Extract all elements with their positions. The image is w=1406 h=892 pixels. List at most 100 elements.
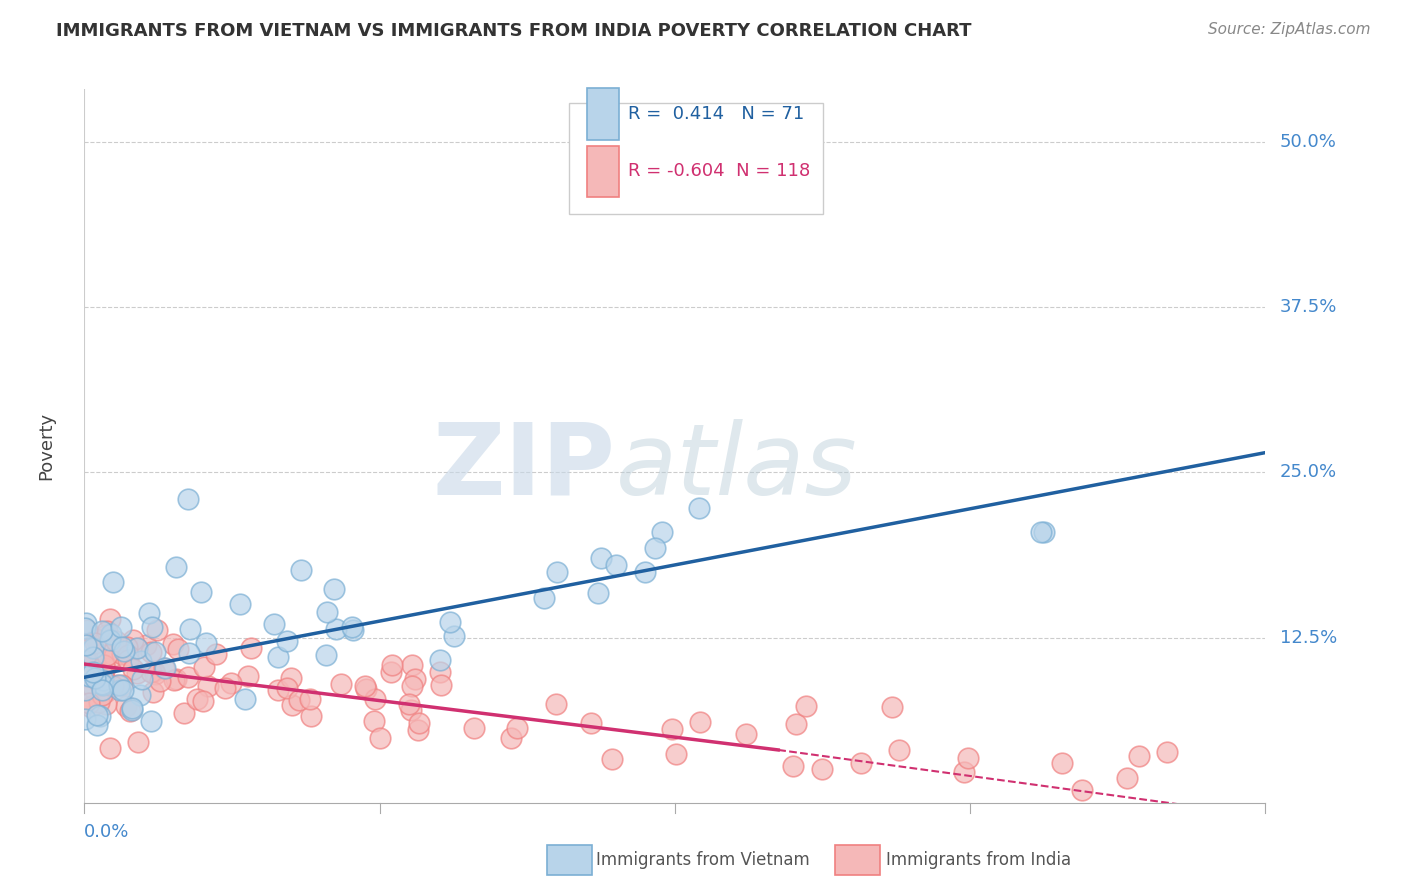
Point [1128,748,1150,763]
Point [98,612,121,626]
Point [135,638,157,652]
Point [634,565,657,579]
Point [93,677,115,691]
Point [299,708,322,723]
Text: 25.0%: 25.0% [1279,464,1337,482]
Point [408,723,430,737]
Point [75,657,97,672]
Point [91,666,114,681]
Point [214,681,236,695]
Point [96,684,118,698]
Text: Poverty: Poverty [37,412,55,480]
Point [110,620,132,634]
Point [77,669,100,683]
Point [127,735,149,749]
Point [581,716,603,731]
Point [340,620,363,634]
Point [179,622,201,636]
Point [499,731,522,745]
Point [77,689,100,703]
Point [315,605,337,619]
Point [101,679,124,693]
Point [586,586,609,600]
Point [153,660,176,674]
Point [401,679,423,693]
Point [600,752,623,766]
Point [165,672,187,686]
Point [96,697,118,711]
Point [121,662,143,676]
Point [96,648,118,662]
Point [408,716,430,731]
Point [142,685,165,699]
Text: R =  0.414   N = 71: R = 0.414 N = 71 [627,105,804,123]
Text: Source: ZipAtlas.com: Source: ZipAtlas.com [1208,22,1371,37]
Point [108,683,131,698]
Point [125,666,148,681]
Point [79,667,101,681]
Point [87,674,110,689]
Text: IMMIGRANTS FROM VIETNAM VS IMMIGRANTS FROM INDIA POVERTY CORRELATION CHART: IMMIGRANTS FROM VIETNAM VS IMMIGRANTS FR… [56,22,972,40]
Point [288,693,311,707]
Point [104,633,127,648]
Text: atlas: atlas [616,419,858,516]
Point [190,584,212,599]
Point [77,658,100,673]
Point [141,620,163,634]
Point [86,707,108,722]
Point [342,624,364,638]
Point [165,560,187,574]
Point [145,623,167,637]
Point [194,636,217,650]
Point [86,632,108,647]
Point [141,665,163,679]
FancyBboxPatch shape [588,88,620,140]
Point [661,722,683,736]
Point [810,762,832,776]
Point [263,616,285,631]
Text: 12.5%: 12.5% [1279,629,1337,647]
FancyBboxPatch shape [588,145,620,197]
Point [546,698,568,712]
Point [651,524,673,539]
Point [131,672,153,686]
Point [267,682,290,697]
Point [148,673,170,688]
Point [782,759,804,773]
Point [117,653,139,667]
Point [90,682,112,697]
Point [186,692,208,706]
Point [89,708,111,723]
Point [381,658,404,673]
Point [401,657,423,672]
Point [94,645,117,659]
Point [75,712,97,726]
Point [276,633,298,648]
Point [91,678,114,692]
Point [82,650,104,665]
Point [93,668,115,682]
Point [197,679,219,693]
Point [280,671,302,685]
Text: 0.0%: 0.0% [84,822,129,841]
Point [404,673,426,687]
Point [430,678,453,692]
Point [75,653,97,667]
Point [290,563,312,577]
Point [1116,771,1139,785]
Point [315,648,337,662]
Point [429,653,451,667]
Point [96,624,118,638]
Point [87,695,110,709]
Point [644,541,666,556]
Point [325,622,347,636]
Point [368,731,391,745]
Point [115,640,138,654]
Point [546,565,568,579]
Point [533,591,555,605]
Point [299,692,322,706]
Point [956,751,979,765]
Point [363,714,385,728]
Point [93,657,115,672]
Point [91,624,114,639]
